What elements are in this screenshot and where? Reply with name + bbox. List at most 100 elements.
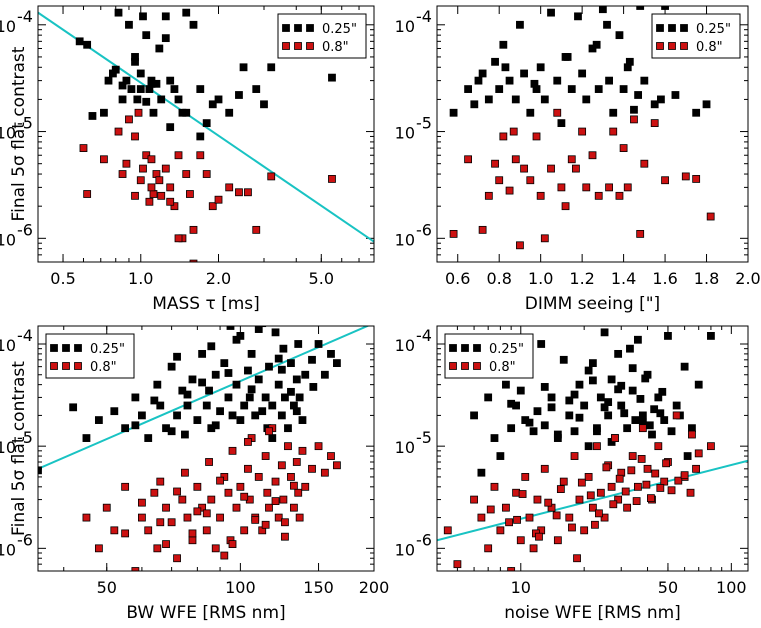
point-0.25-arcsec xyxy=(592,40,601,49)
y-tick-exponent: -4 xyxy=(416,326,432,345)
legend-marker xyxy=(50,362,58,370)
point-0.8-arcsec xyxy=(162,540,170,549)
legend-label: 0.25" xyxy=(322,22,357,37)
point-0.25-arcsec xyxy=(464,85,473,93)
point-0.25-arcsec xyxy=(193,416,202,424)
point-0.25-arcsec xyxy=(144,434,153,442)
point-0.8-arcsec xyxy=(502,503,510,512)
point-0.25-arcsec xyxy=(183,390,192,399)
legend-marker xyxy=(680,24,688,32)
point-0.25-arcsec xyxy=(88,112,97,120)
point-0.8-arcsec xyxy=(202,170,211,178)
point-0.25-arcsec xyxy=(258,407,267,416)
point-0.8-arcsec xyxy=(638,424,647,433)
point-0.25-arcsec xyxy=(474,76,483,85)
point-0.25-arcsec xyxy=(692,108,701,117)
point-0.25-arcsec xyxy=(188,375,197,384)
point-0.25-arcsec xyxy=(588,359,597,368)
point-0.25-arcsec xyxy=(525,418,534,427)
point-0.25-arcsec xyxy=(211,370,220,379)
point-0.25-arcsec xyxy=(320,370,329,379)
point-0.25-arcsec xyxy=(167,427,176,436)
point-0.8-arcsec xyxy=(182,170,191,178)
point-0.8-arcsec xyxy=(651,469,660,478)
point-0.25-arcsec xyxy=(247,385,256,394)
point-0.8-arcsec xyxy=(251,515,260,524)
point-0.8-arcsec xyxy=(100,155,108,164)
point-0.8-arcsec xyxy=(470,495,478,504)
point-0.8-arcsec xyxy=(295,513,304,522)
point-0.25-arcsec xyxy=(516,386,525,395)
point-0.25-arcsec xyxy=(114,8,123,17)
point-0.25-arcsec xyxy=(38,466,42,475)
fit-line xyxy=(38,11,374,243)
point-0.25-arcsec xyxy=(600,328,609,337)
point-0.8-arcsec xyxy=(265,503,273,512)
point-0.25-arcsec xyxy=(224,393,233,402)
point-0.25-arcsec xyxy=(588,376,597,385)
point-0.25-arcsec xyxy=(271,328,280,337)
point-0.25-arcsec xyxy=(660,416,669,424)
point-0.8-arcsec xyxy=(263,488,272,497)
point-0.25-arcsec xyxy=(484,95,493,104)
point-0.8-arcsec xyxy=(582,183,591,192)
point-0.8-arcsec xyxy=(153,544,162,553)
point-0.25-arcsec xyxy=(207,342,216,351)
point-0.25-arcsec xyxy=(236,416,245,424)
point-0.25-arcsec xyxy=(173,352,181,361)
point-0.25-arcsec xyxy=(287,387,295,396)
point-0.8-arcsec xyxy=(637,455,646,463)
x-tick-label: 0.6 xyxy=(445,269,470,288)
point-0.25-arcsec xyxy=(540,383,549,391)
point-0.25-arcsec xyxy=(239,63,248,72)
point-0.8-arcsec xyxy=(486,505,495,514)
point-0.25-arcsec xyxy=(495,85,504,93)
y-axis-label: Final 5σ flat contrast xyxy=(9,361,29,536)
point-0.8-arcsec xyxy=(156,477,165,486)
point-0.25-arcsec xyxy=(138,411,146,420)
point-0.25-arcsec xyxy=(604,398,613,406)
point-0.8-arcsec xyxy=(207,495,216,504)
point-0.25-arcsec xyxy=(208,100,217,109)
point-0.25-arcsec xyxy=(511,95,520,104)
y-tick-label: 10 xyxy=(395,124,415,143)
y-tick-exponent: -5 xyxy=(416,114,432,133)
point-0.8-arcsec xyxy=(513,515,521,524)
point-0.25-arcsec xyxy=(680,362,689,371)
point-0.8-arcsec xyxy=(220,551,229,560)
point-0.25-arcsec xyxy=(252,85,261,93)
point-0.8-arcsec xyxy=(499,132,508,141)
point-0.8-arcsec xyxy=(261,452,270,460)
fit-line xyxy=(437,459,748,542)
point-0.8-arcsec xyxy=(284,442,292,451)
point-0.8-arcsec xyxy=(216,513,224,522)
y-tick-label: 10 xyxy=(0,124,16,143)
point-0.25-arcsec xyxy=(268,434,277,442)
point-0.8-arcsec xyxy=(614,495,623,504)
point-0.25-arcsec xyxy=(161,12,170,21)
y-tick-exponent: -6 xyxy=(17,220,33,239)
legend-marker xyxy=(680,42,688,50)
y-tick-exponent: -6 xyxy=(416,220,432,239)
legend-marker xyxy=(656,24,664,32)
point-0.8-arcsec xyxy=(553,536,562,545)
x-tick-label: 1.2 xyxy=(569,269,594,288)
x-tick-label: 10 xyxy=(511,578,531,597)
point-0.8-arcsec xyxy=(623,503,632,512)
point-0.8-arcsec xyxy=(570,452,579,460)
point-0.8-arcsec xyxy=(553,108,562,117)
point-0.8-arcsec xyxy=(94,544,103,553)
y-tick-exponent: -6 xyxy=(416,530,432,549)
x-axis-label: BW WFE [RMS nm] xyxy=(126,603,285,623)
point-0.8-arcsec xyxy=(586,491,595,500)
point-0.25-arcsec xyxy=(174,95,183,104)
point-0.8-arcsec xyxy=(289,503,298,512)
point-0.25-arcsec xyxy=(196,85,205,93)
point-0.25-arcsec xyxy=(228,411,237,420)
point-0.25-arcsec xyxy=(507,399,516,408)
point-0.25-arcsec xyxy=(596,393,605,402)
point-0.25-arcsec xyxy=(220,359,229,368)
point-0.8-arcsec xyxy=(287,473,295,481)
point-0.8-arcsec xyxy=(121,482,130,491)
point-0.25-arcsec xyxy=(139,12,147,21)
